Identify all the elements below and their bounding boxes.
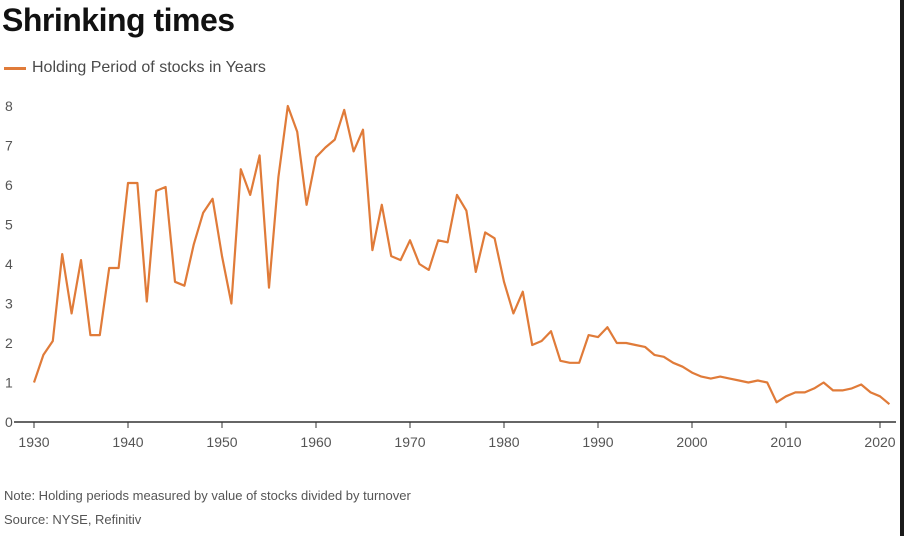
y-tick-label: 3 bbox=[5, 296, 13, 312]
x-tick-label: 1930 bbox=[18, 434, 49, 450]
y-tick-label: 2 bbox=[5, 335, 13, 351]
legend-label: Holding Period of stocks in Years bbox=[32, 59, 266, 76]
y-tick-label: 0 bbox=[5, 414, 13, 430]
x-axis-ticks: 1930 1940 1950 1960 1970 1980 1990 2000 2010 2020 bbox=[18, 422, 896, 450]
y-tick-label: 4 bbox=[5, 256, 13, 272]
x-tick-label: 2010 bbox=[770, 434, 801, 450]
series-layer bbox=[32, 104, 891, 406]
x-tick-label: 1970 bbox=[394, 434, 425, 450]
y-tick-label: 8 bbox=[5, 98, 13, 114]
chart-note: Note: Holding periods measured by value … bbox=[4, 488, 411, 503]
y-tick-label: 7 bbox=[5, 138, 13, 154]
frame-border bbox=[900, 0, 904, 536]
line-chart: 0 1 2 3 4 5 6 7 8 1930 1940 1950 1960 1970 1980 1990 20… bbox=[5, 98, 896, 450]
legend-line-swatch bbox=[4, 66, 26, 70]
chart-title: Shrinking times bbox=[2, 2, 235, 38]
x-tick-label: 1950 bbox=[206, 434, 237, 450]
x-tick-label: 2020 bbox=[864, 434, 895, 450]
legend: Holding Period of stocks in Years bbox=[4, 58, 266, 78]
y-tick-label: 5 bbox=[5, 217, 13, 233]
x-tick-label: 1940 bbox=[112, 434, 143, 450]
y-tick-label: 1 bbox=[5, 375, 13, 391]
chart-source: Source: NYSE, Refinitiv bbox=[4, 512, 142, 527]
x-tick-label: 1980 bbox=[488, 434, 519, 450]
x-tick-label: 2000 bbox=[676, 434, 707, 450]
y-tick-label: 6 bbox=[5, 177, 13, 193]
series-line-holding-period bbox=[32, 104, 891, 406]
x-tick-label: 1990 bbox=[582, 434, 613, 450]
y-axis-ticks: 0 1 2 3 4 5 6 7 8 bbox=[5, 98, 13, 430]
x-tick-label: 1960 bbox=[300, 434, 331, 450]
